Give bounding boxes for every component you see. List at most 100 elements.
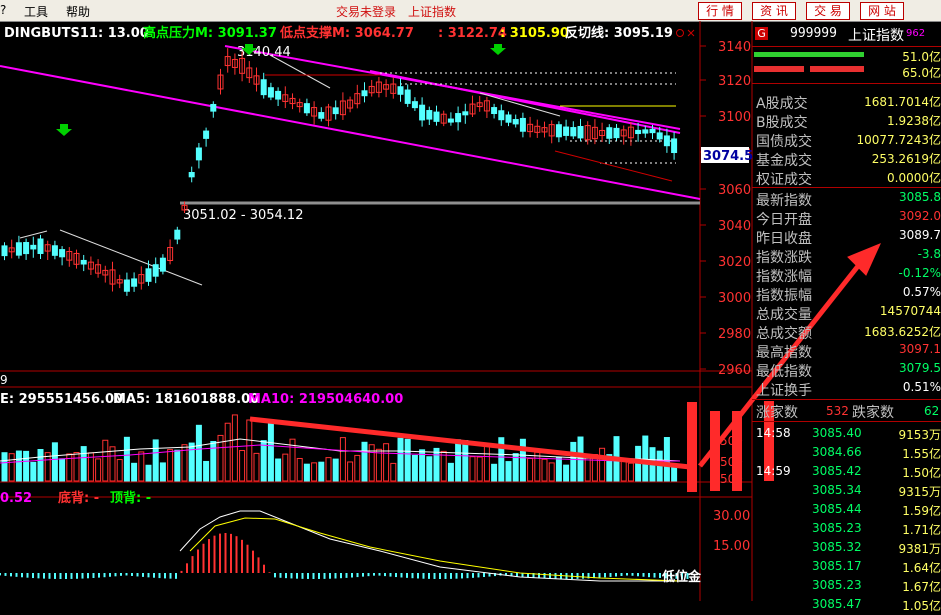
candle-body	[174, 229, 181, 240]
volume-bar	[527, 457, 534, 482]
candle-body	[419, 104, 426, 121]
candle-body	[656, 132, 663, 140]
volume-bar	[368, 444, 375, 482]
volume-bar	[663, 437, 670, 482]
kline-chart[interactable]: 3140 3120 3100 3080 3060 3040 3020 3000 …	[0, 21, 941, 601]
volume-bar	[311, 462, 318, 482]
price-tick: 3100	[718, 110, 751, 125]
candle-body	[635, 129, 642, 135]
vol-ma5-line	[0, 438, 681, 462]
volume-bar	[361, 441, 368, 482]
candle-body	[80, 259, 87, 265]
candle-body	[584, 125, 591, 141]
volume-bar	[275, 458, 282, 482]
quote-button[interactable]: 行 情	[698, 2, 742, 20]
tick-volume: 1.64亿	[902, 561, 941, 575]
candle-body	[433, 111, 440, 122]
tick-volume: 9153万	[898, 428, 941, 442]
candle-body	[311, 107, 318, 117]
volume-bar	[318, 461, 325, 482]
volume-bar	[145, 464, 152, 482]
candle-body	[375, 81, 382, 93]
index-row-turnover: 上证换手 0.51%	[756, 380, 941, 399]
volume-bar	[606, 454, 613, 482]
volume-bar	[397, 437, 404, 482]
volume-bar	[440, 450, 447, 482]
tick-row: 14:58 3085.40 9153万	[752, 425, 941, 444]
candle-body	[260, 79, 267, 96]
menu-item-tools[interactable]: 工具	[24, 5, 49, 19]
tick-price: 3085.42	[812, 464, 862, 478]
news-button[interactable]: 资 讯	[752, 2, 796, 20]
candle-body	[159, 257, 166, 272]
candle-body	[563, 126, 570, 136]
candle-body	[181, 204, 188, 211]
sell-bar-value: 65.0亿	[902, 66, 941, 80]
volume-bar	[167, 449, 174, 482]
menu-item-help[interactable]: 帮助	[66, 5, 91, 19]
price-tick: 2960	[718, 363, 751, 378]
candle-body	[123, 279, 130, 292]
window-controls-icon[interactable]	[676, 29, 695, 37]
sell-bar	[810, 66, 864, 72]
tick-row: 3085.32 9381万	[752, 539, 941, 558]
price-tick: 2980	[718, 327, 751, 342]
macd-header: 0.52 底背: - 顶背: -	[0, 490, 151, 506]
price-tick: 3120	[718, 74, 751, 89]
advance-label: 涨家数	[756, 405, 798, 421]
volume-bar	[195, 424, 202, 482]
volume-bar	[296, 457, 303, 482]
down-arrow-icon	[56, 44, 506, 136]
candle-body	[23, 242, 30, 255]
candle-body	[339, 100, 346, 116]
high-resistance: 高点压力M: 3091.37	[143, 25, 277, 41]
market-row-bond: 国债成交 10077.7243亿	[756, 133, 941, 150]
volume-bar	[131, 462, 138, 482]
candle-body	[519, 117, 526, 132]
market-row-a: A股成交 1681.7014亿	[756, 95, 941, 112]
candle-body	[555, 124, 562, 138]
candles	[1, 48, 678, 296]
candle-body	[620, 129, 627, 137]
trade-button[interactable]: 交 易	[806, 2, 850, 20]
index-row-change-pct: 指数涨幅 -0.12%	[756, 266, 941, 285]
candle-body	[476, 102, 483, 108]
candle-body	[606, 127, 613, 139]
volume-bar	[37, 448, 44, 482]
volume-bar	[375, 448, 382, 482]
tick-price: 3085.17	[812, 559, 862, 573]
candle-body	[203, 130, 210, 139]
market-row-b: B股成交 1.9238亿	[756, 114, 941, 131]
candle-body	[44, 244, 51, 252]
candle-body	[462, 111, 469, 116]
low-golden-cross-label: 低位金	[661, 569, 702, 585]
tick-price: 3085.47	[812, 597, 862, 611]
price-tick: 3060	[718, 183, 751, 198]
candle-body	[483, 100, 490, 112]
index-row-open: 今日开盘 3092.0	[756, 209, 941, 228]
candle-body	[613, 127, 620, 139]
index-row-high: 最高指数 3097.1	[756, 342, 941, 361]
candle-body	[534, 125, 541, 133]
volume-bar	[383, 443, 390, 482]
volume-bar	[239, 450, 246, 482]
candle-body	[138, 274, 145, 284]
candle-body	[527, 123, 534, 133]
candle-body	[390, 83, 397, 94]
macd-bars	[0, 533, 689, 579]
volume-bar	[109, 446, 116, 482]
volume-bar	[570, 441, 577, 482]
volume-bar	[512, 453, 519, 482]
vol-ma10-line	[0, 444, 680, 464]
volume-bar	[246, 419, 253, 482]
menu-item-cut[interactable]: ?	[0, 3, 7, 17]
website-button[interactable]: 网 站	[860, 2, 904, 20]
candle-body	[37, 238, 44, 254]
candle-body	[282, 94, 289, 102]
candle-body	[447, 118, 454, 123]
volume-bar	[8, 453, 15, 482]
volume-bar	[419, 449, 426, 482]
candle-body	[145, 268, 152, 282]
red-arrow-annotation	[249, 243, 881, 492]
tick-row: 3085.44 1.59亿	[752, 501, 941, 520]
